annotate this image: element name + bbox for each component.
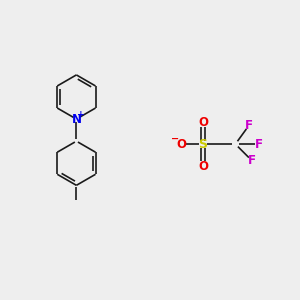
Text: −: −: [171, 134, 179, 144]
Text: O: O: [176, 138, 186, 151]
Text: O: O: [198, 116, 208, 128]
Text: F: F: [255, 138, 263, 151]
Text: F: F: [248, 154, 256, 167]
Text: N: N: [71, 112, 81, 126]
Text: S: S: [199, 138, 208, 151]
Text: F: F: [244, 119, 253, 132]
Text: O: O: [198, 160, 208, 173]
Text: +: +: [77, 110, 85, 119]
